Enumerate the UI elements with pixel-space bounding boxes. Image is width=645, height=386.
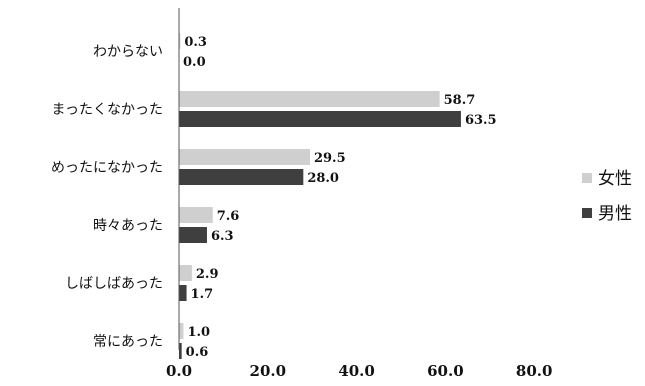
legend-label: 女性: [598, 169, 632, 189]
bar-male: [179, 111, 461, 127]
x-tick-label: 0.0: [166, 362, 192, 380]
value-label: 63.5: [465, 113, 497, 128]
value-label: 2.9: [196, 267, 219, 282]
value-label: 6.3: [211, 229, 234, 244]
bar-male: [179, 285, 187, 301]
legend-swatch: [582, 208, 592, 218]
value-label: 28.0: [307, 171, 339, 186]
bars: [179, 33, 461, 359]
x-tick-label: 20.0: [250, 362, 287, 380]
value-label: 0.3: [184, 35, 207, 50]
category-label: しばしばあった: [65, 276, 163, 292]
bar-male: [179, 169, 304, 185]
legend-label: 男性: [598, 204, 632, 224]
value-label: 7.6: [217, 209, 240, 224]
bar-male: [179, 343, 182, 359]
x-tick-label: 80.0: [516, 362, 553, 380]
category-label: めったになかった: [51, 160, 163, 176]
bar-female: [179, 323, 184, 339]
category-label: わからない: [93, 44, 163, 60]
value-label: 58.7: [444, 93, 476, 108]
bar-female: [179, 265, 192, 281]
category-label: 常にあった: [93, 334, 163, 350]
value-label: 0.6: [186, 345, 209, 360]
value-label: 29.5: [314, 151, 346, 166]
value-label: 1.0: [187, 325, 210, 340]
bar-female: [179, 91, 440, 107]
category-label: まったくなかった: [52, 102, 163, 118]
bar-female: [179, 149, 310, 165]
bar-female: [179, 33, 181, 49]
x-tick-labels: 0.0 20.0 40.0 60.0 80.0: [166, 362, 553, 380]
category-label: 時々あった: [93, 218, 163, 234]
x-tick-label: 60.0: [427, 362, 464, 380]
legend-swatch: [582, 173, 592, 183]
bar-male: [179, 227, 207, 243]
value-label: 0.0: [183, 55, 206, 70]
value-label: 1.7: [191, 287, 214, 302]
bar-female: [179, 207, 213, 223]
x-tick-label: 40.0: [338, 362, 375, 380]
value-labels: 0.3 0.0 58.7 63.5 29.5 28.0 7.6 6.3 2.9 1.7 1.0 0.6: [183, 35, 497, 360]
